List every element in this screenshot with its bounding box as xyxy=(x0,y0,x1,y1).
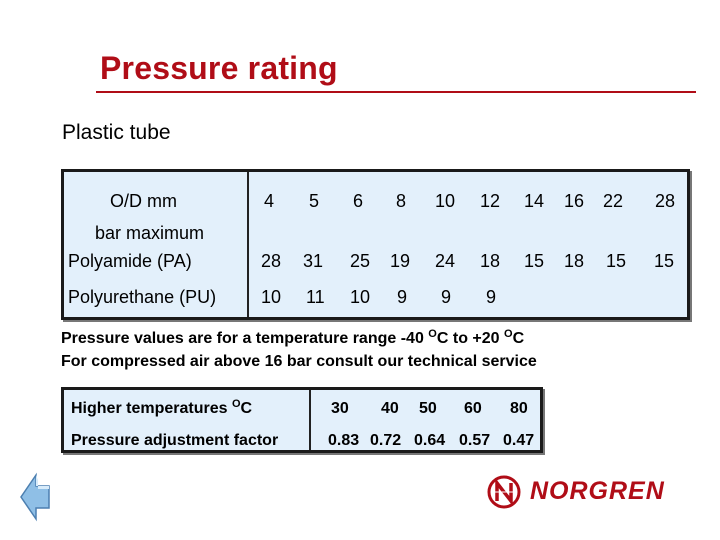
row-label-polyamide: Polyamide (PA) xyxy=(68,251,192,271)
degree-sup: O xyxy=(231,398,241,410)
label-text: Higher temperatures xyxy=(71,400,232,417)
norgren-logo: NORGREN xyxy=(486,474,698,510)
subtitle: Plastic tube xyxy=(62,121,171,144)
pa-value: 18 xyxy=(480,251,501,271)
pa-value: 31 xyxy=(303,251,324,271)
pu-value: 9 xyxy=(397,287,408,307)
pa-value: 18 xyxy=(564,251,585,271)
temperature-value: 30 xyxy=(331,400,349,417)
od-value: 28 xyxy=(655,191,676,211)
factor-value: 0.83 xyxy=(328,432,360,449)
pu-value: 9 xyxy=(486,287,497,307)
degree-sup: O xyxy=(428,328,437,340)
pu-value: 9 xyxy=(441,287,452,307)
norgren-emblem-icon xyxy=(487,475,521,509)
factor-value: 0.47 xyxy=(503,432,535,449)
pressure-table-header-column xyxy=(64,172,249,317)
pa-value: 15 xyxy=(606,251,627,271)
od-label: O/D mm xyxy=(110,191,177,211)
page-title: Pressure rating xyxy=(100,50,338,86)
brand-name: NORGREN xyxy=(530,477,665,505)
temperature-range-note: Pressure values are for a temperature ra… xyxy=(61,328,525,348)
od-value: 22 xyxy=(603,191,624,211)
od-value: 6 xyxy=(353,191,364,211)
temperature-table: Higher temperatures OC Pressure adjustme… xyxy=(61,387,543,453)
pu-value: 10 xyxy=(261,287,282,307)
label-text: C xyxy=(240,400,253,417)
temperature-value: 80 xyxy=(510,400,528,417)
temperature-value: 50 xyxy=(419,400,437,417)
note-text: C xyxy=(512,330,525,347)
title-underline xyxy=(96,91,696,93)
pa-value: 19 xyxy=(390,251,411,271)
od-value: 5 xyxy=(309,191,320,211)
bar-maximum-label: bar maximum xyxy=(95,223,205,243)
pressure-table: O/D mm bar maximum 4 5 6 8 10 12 14 16 2… xyxy=(61,169,690,320)
factor-value: 0.64 xyxy=(414,432,446,449)
note-text: Pressure values are for a temperature ra… xyxy=(61,330,429,347)
degree-sup: O xyxy=(504,328,513,340)
pa-value: 24 xyxy=(435,251,456,271)
factor-value: 0.57 xyxy=(459,432,491,449)
temperature-table-divider xyxy=(309,390,311,450)
pu-value: 11 xyxy=(306,287,325,307)
pu-value: 10 xyxy=(350,287,371,307)
row-label-polyurethane: Polyurethane (PU) xyxy=(68,287,217,307)
pa-value: 25 xyxy=(350,251,371,271)
back-arrow-icon[interactable] xyxy=(18,472,52,522)
od-value: 8 xyxy=(396,191,407,211)
od-value: 14 xyxy=(524,191,545,211)
pa-value: 15 xyxy=(654,251,675,271)
temperature-value: 40 xyxy=(381,400,399,417)
od-value: 4 xyxy=(264,191,275,211)
od-value: 12 xyxy=(480,191,501,211)
od-value: 16 xyxy=(564,191,585,211)
od-value: 10 xyxy=(435,191,456,211)
temperature-value: 60 xyxy=(464,400,482,417)
technical-service-note: For compressed air above 16 bar consult … xyxy=(61,353,537,370)
higher-temperatures-label: Higher temperatures OC xyxy=(71,398,253,418)
adjustment-factor-label: Pressure adjustment factor xyxy=(71,432,279,449)
note-text: C to +20 xyxy=(436,330,504,347)
pa-value: 28 xyxy=(261,251,282,271)
pa-value: 15 xyxy=(524,251,545,271)
factor-value: 0.72 xyxy=(370,432,402,449)
